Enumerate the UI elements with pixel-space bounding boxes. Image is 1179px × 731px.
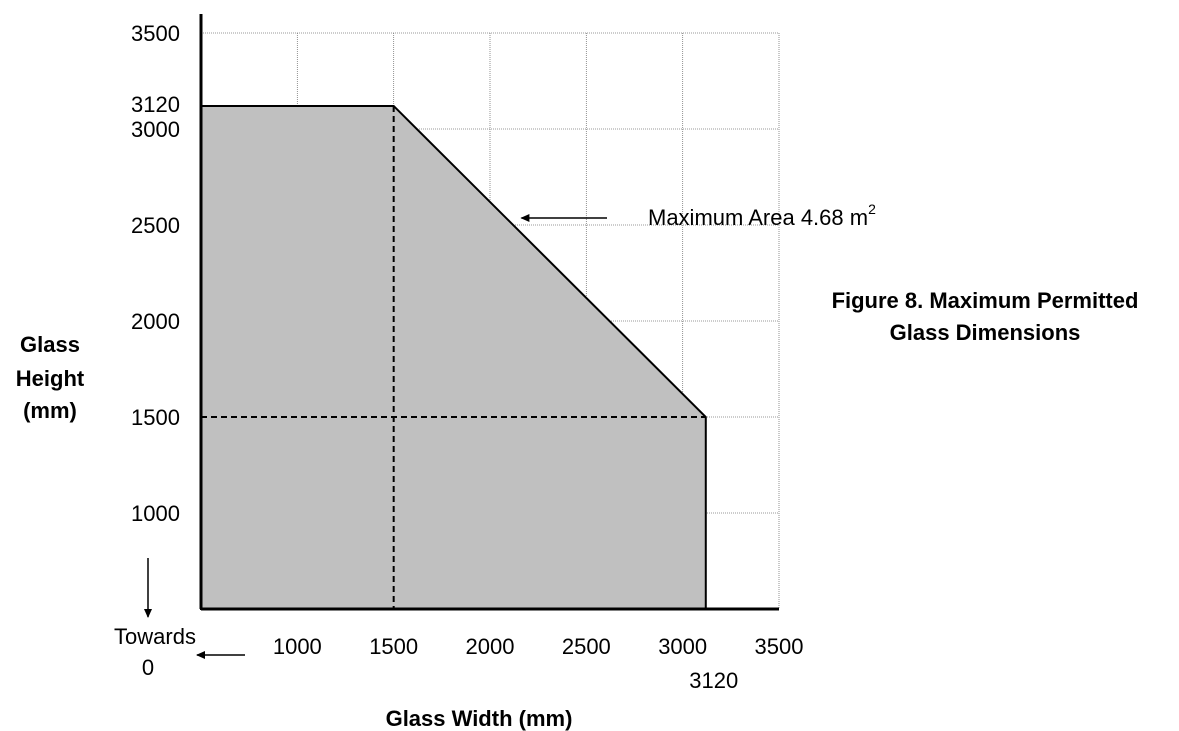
permitted-region <box>200 104 707 610</box>
annotation-main: Maximum Area 4.68 m <box>648 205 868 230</box>
y-tick-3000: 3000 <box>131 117 180 142</box>
y-axis-label-line-3: (mm) <box>23 398 77 423</box>
x-tick-3000: 3000 <box>658 634 707 659</box>
annotation-superscript: 2 <box>868 201 876 217</box>
y-tick-2000: 2000 <box>131 309 180 334</box>
x-axis-label: Glass Width (mm) <box>386 706 573 731</box>
y-axis-label-line-1: Glass <box>20 332 80 357</box>
axes <box>199 14 779 611</box>
zero-label: 0 <box>142 655 154 680</box>
y-axis-label-line-2: Height <box>16 366 85 391</box>
dashed-guides <box>201 105 706 609</box>
x-tick-2500: 2500 <box>562 634 611 659</box>
x-tick-labels: 1000 1500 2000 2500 3000 3500 <box>273 634 804 659</box>
x-tick-2000: 2000 <box>466 634 515 659</box>
chart-title-line-1: Figure 8. Maximum Permitted <box>832 288 1139 313</box>
chart-title-line-2: Glass Dimensions <box>890 320 1081 345</box>
y-tick-2500: 2500 <box>131 213 180 238</box>
x-tick-3500: 3500 <box>755 634 804 659</box>
y-tick-3120: 3120 <box>131 92 180 117</box>
y-tick-1500: 1500 <box>131 405 180 430</box>
towards-zero-label: Towards <box>114 624 196 649</box>
annotation-text: Maximum Area 4.68 m2 <box>648 201 876 230</box>
x-tick-3120: 3120 <box>689 668 738 693</box>
y-tick-1000: 1000 <box>131 501 180 526</box>
x-tick-1000: 1000 <box>273 634 322 659</box>
y-tick-labels: 1000 1500 2000 2500 3000 3500 <box>131 21 180 526</box>
y-tick-3500: 3500 <box>131 21 180 46</box>
x-tick-1500: 1500 <box>369 634 418 659</box>
